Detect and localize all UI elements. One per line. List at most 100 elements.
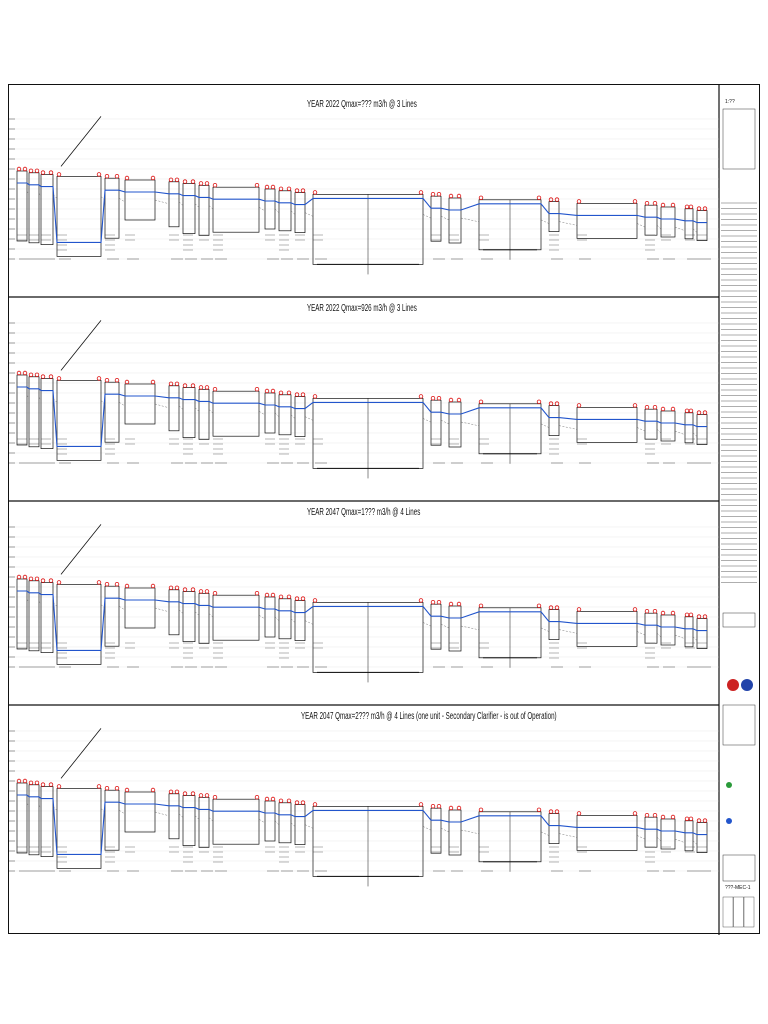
inlet-pipe xyxy=(60,524,102,575)
level-marker xyxy=(204,589,210,594)
connecting-pipe xyxy=(52,602,58,607)
signature-cell xyxy=(722,896,734,928)
structure xyxy=(198,389,210,440)
level-marker xyxy=(190,587,196,592)
level-marker xyxy=(300,596,306,601)
connecting-pipe xyxy=(100,604,106,609)
level-marker xyxy=(478,399,484,404)
connecting-pipe xyxy=(154,607,170,612)
water-level-line xyxy=(17,386,707,447)
structure xyxy=(104,381,120,443)
level-marker xyxy=(254,795,260,800)
level-marker xyxy=(576,199,582,204)
level-marker xyxy=(670,814,676,820)
level-marker xyxy=(312,394,318,399)
connecting-pipe xyxy=(154,403,170,408)
inlet-pipe xyxy=(60,728,102,779)
level-marker xyxy=(554,197,560,202)
level-marker xyxy=(48,782,54,787)
level-marker xyxy=(430,804,436,809)
connecting-pipe xyxy=(558,221,578,226)
connecting-pipe xyxy=(52,398,58,403)
level-marker xyxy=(448,397,454,403)
connecting-pipe xyxy=(258,819,266,824)
structure xyxy=(16,374,28,446)
connecting-pipe xyxy=(460,217,480,222)
connecting-pipe xyxy=(100,400,106,405)
level-marker xyxy=(182,587,188,592)
connecting-pipe xyxy=(258,411,266,416)
structure xyxy=(28,784,40,856)
structure xyxy=(660,206,676,238)
structure xyxy=(684,208,694,240)
structure xyxy=(28,172,40,244)
inlet-pipe xyxy=(60,320,102,371)
connecting-pipe xyxy=(178,201,184,206)
level-marker xyxy=(96,784,102,789)
level-marker xyxy=(670,202,676,208)
revision-box xyxy=(722,612,756,628)
level-marker xyxy=(576,403,582,408)
level-marker xyxy=(312,598,318,603)
connecting-pipe xyxy=(674,226,686,231)
connecting-pipe xyxy=(540,219,550,224)
level-marker xyxy=(124,583,130,589)
level-marker xyxy=(660,610,666,616)
connecting-pipe xyxy=(692,228,698,233)
structure xyxy=(278,598,292,640)
connecting-pipe xyxy=(258,207,266,212)
logo-mark xyxy=(727,679,739,691)
level-marker xyxy=(554,605,560,610)
level-marker xyxy=(286,390,292,395)
level-marker xyxy=(270,388,276,394)
connecting-pipe xyxy=(422,622,432,627)
structure xyxy=(104,789,120,851)
level-marker xyxy=(150,787,156,793)
level-marker xyxy=(114,378,120,383)
connecting-pipe xyxy=(208,409,214,414)
connecting-pipe xyxy=(422,826,432,831)
level-marker xyxy=(536,807,542,812)
level-marker xyxy=(150,175,156,181)
structure xyxy=(576,407,638,443)
level-marker xyxy=(448,805,454,811)
water-level-line xyxy=(17,590,707,651)
structure xyxy=(212,186,260,233)
structure xyxy=(28,376,40,448)
level-marker xyxy=(418,394,424,399)
connecting-pipe xyxy=(540,423,550,428)
level-marker xyxy=(702,614,708,619)
structure xyxy=(182,387,196,438)
connecting-pipe xyxy=(692,432,698,437)
level-marker xyxy=(34,780,40,785)
connecting-pipe xyxy=(440,420,450,425)
level-marker xyxy=(644,405,650,410)
logo-mark xyxy=(726,782,732,788)
level-marker xyxy=(418,802,424,807)
connecting-pipe xyxy=(290,618,296,623)
structure xyxy=(430,603,442,650)
level-marker xyxy=(456,805,462,811)
level-marker xyxy=(294,188,300,193)
level-marker xyxy=(40,170,46,175)
level-marker xyxy=(254,591,260,596)
level-marker xyxy=(182,383,188,388)
connecting-pipe xyxy=(154,811,170,816)
structure xyxy=(294,192,306,233)
structure xyxy=(56,380,102,461)
level-marker xyxy=(174,585,180,590)
structure xyxy=(212,594,260,641)
structure xyxy=(104,177,120,239)
structure xyxy=(660,410,676,442)
connecting-pipe xyxy=(636,835,646,840)
connecting-pipe xyxy=(178,405,184,410)
structure xyxy=(696,618,708,649)
connecting-pipe xyxy=(674,838,686,843)
level-marker xyxy=(300,800,306,805)
connecting-pipe xyxy=(540,627,550,632)
level-marker xyxy=(96,172,102,177)
level-marker xyxy=(264,796,270,802)
level-marker xyxy=(190,791,196,796)
connecting-pipe xyxy=(52,194,58,199)
connecting-pipe xyxy=(304,620,314,625)
